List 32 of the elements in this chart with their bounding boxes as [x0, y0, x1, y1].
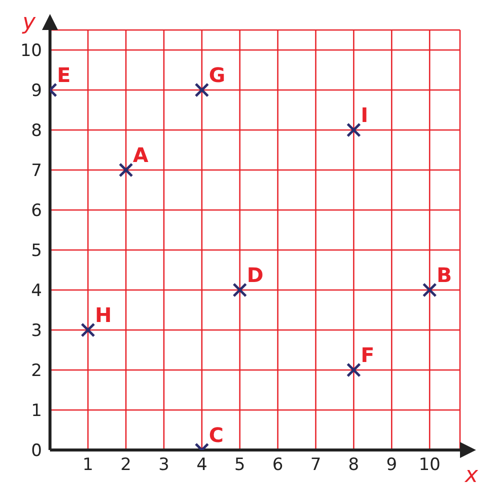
- y-tick-label: 6: [31, 201, 42, 222]
- annotation: G: [208, 63, 226, 87]
- y-tick-label: 2: [31, 361, 42, 382]
- annotation: D: [246, 263, 264, 287]
- x-tick-label: 1: [82, 455, 94, 476]
- x-tick-label: 10: [418, 455, 440, 476]
- x-tick-label: 2: [120, 455, 132, 476]
- y-tick-label: 4: [31, 281, 42, 302]
- y-tick-label: 8: [31, 121, 42, 142]
- y-tick-label: 0: [31, 441, 42, 462]
- y-axis-title: y: [21, 10, 36, 35]
- annotation: C: [208, 423, 224, 447]
- annotation: A: [132, 143, 149, 167]
- x-tick-label: 9: [386, 455, 398, 476]
- x-tick-label: 6: [272, 455, 284, 476]
- y-tick-label: 5: [31, 241, 42, 262]
- x-tick-label: 8: [348, 455, 360, 476]
- annotation: H: [94, 303, 112, 327]
- x-tick-label: 4: [196, 455, 208, 476]
- y-tick-label: 3: [31, 321, 42, 342]
- y-tick-label: 1: [31, 401, 42, 422]
- x-axis-title: x: [464, 462, 479, 488]
- annotation: I: [360, 103, 368, 127]
- x-tick-label: 7: [310, 455, 322, 476]
- x-tick-label: 3: [158, 455, 170, 476]
- y-tick-label: 7: [31, 161, 42, 182]
- annotation: B: [436, 263, 452, 287]
- y-tick-label: 9: [31, 81, 42, 102]
- y-tick-label: 10: [20, 41, 42, 62]
- annotation: E: [57, 63, 71, 87]
- x-tick-label: 5: [234, 455, 246, 476]
- annotation: F: [360, 343, 374, 367]
